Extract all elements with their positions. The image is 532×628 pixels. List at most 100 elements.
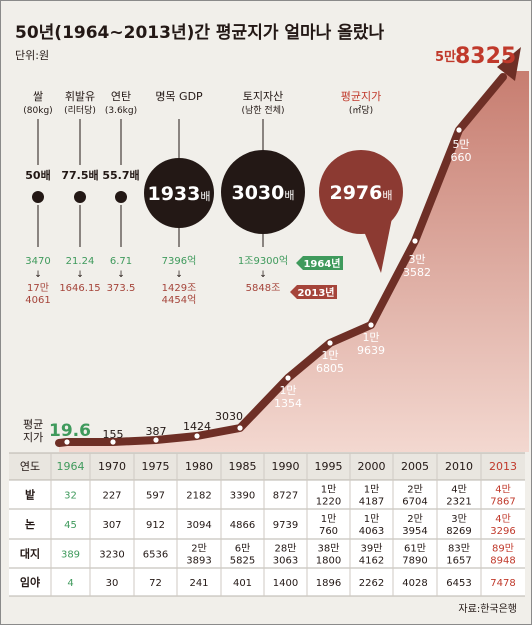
page-title: 50년(1964~2013년)간 평균지가 얼마나 올랐나 <box>15 23 385 43</box>
table-row-label: 임야 <box>20 575 40 589</box>
start-label: 지가 <box>23 431 43 444</box>
comparison-name: 명목 GDP <box>155 90 203 103</box>
table-cell: 30 <box>106 578 119 589</box>
value-1964: 3470 <box>25 256 50 267</box>
value-2013: 1429조 <box>162 283 197 294</box>
down-arrow: ↓ <box>34 270 42 280</box>
table-cell: 39만 <box>361 543 383 555</box>
value-1964: 1조9300억 <box>238 255 288 267</box>
legend-2013-label: 2013년 <box>297 286 334 299</box>
value-1964: 7396억 <box>162 255 197 267</box>
table-cell: 8727 <box>273 491 298 502</box>
data-label: 660 <box>451 151 472 164</box>
table-cell: 4866 <box>230 520 255 531</box>
data-label: 1424 <box>183 420 211 433</box>
data-point <box>237 425 243 431</box>
table-cell: 2321 <box>446 497 471 508</box>
table-cell: 2182 <box>186 491 211 502</box>
table-cell: 3296 <box>490 526 515 537</box>
table-cell: 61만 <box>404 543 426 555</box>
table-cell: 597 <box>146 491 165 502</box>
table-cell: 1만 <box>321 484 337 496</box>
table-cell: 2만 <box>407 484 423 496</box>
table-cell: 3094 <box>186 520 211 531</box>
table-cell: 4만 <box>495 513 511 525</box>
comparison-ratio: 55.7배 <box>102 168 139 182</box>
table-year: 1964 <box>57 460 85 473</box>
land-price-line <box>55 73 507 447</box>
comparison-unit: (80kg) <box>23 106 52 116</box>
table-cell: 6704 <box>402 497 427 508</box>
value-2013: 17만 <box>27 282 49 294</box>
table-cell: 4만 <box>451 484 467 496</box>
comparison-ratio: 50배 <box>25 168 50 182</box>
end-value-label: 5만 <box>435 49 456 65</box>
table-cell: 4만 <box>495 484 511 496</box>
data-point <box>327 340 333 346</box>
table-cell: 4162 <box>359 556 384 567</box>
table-year: 1970 <box>98 460 126 473</box>
table-year: 1975 <box>142 460 170 473</box>
table-cell: 89만 <box>492 543 514 555</box>
table-cell: 3063 <box>273 556 298 567</box>
table-year: 1980 <box>185 460 213 473</box>
table-cell: 8948 <box>490 556 515 567</box>
value-2013: 5848조 <box>246 283 281 294</box>
table-cell: 389 <box>61 550 80 561</box>
table-cell: 7890 <box>402 556 427 567</box>
down-arrow: ↓ <box>117 270 125 280</box>
legend-1964-label: 1964년 <box>303 257 340 270</box>
table-cell: 45 <box>64 520 77 531</box>
unit-label: 단위:원 <box>15 49 49 62</box>
table-cell: 38만 <box>318 543 340 555</box>
ratio-bubble <box>319 150 403 234</box>
table-cell: 1만 <box>364 484 380 496</box>
ratio-dot <box>74 191 86 203</box>
value-2013: 1646.15 <box>59 283 100 294</box>
ratio-bubble <box>144 158 214 228</box>
comparison-ratio: 1933배 <box>147 183 210 205</box>
table-cell: 2262 <box>359 578 384 589</box>
data-label: 3만 <box>408 253 425 266</box>
data-label: 387 <box>146 425 167 438</box>
comparison-name: 쌀 <box>33 90 43 103</box>
value-1964: 6.71 <box>110 256 132 267</box>
data-label: 3582 <box>403 266 431 279</box>
table-cell: 4187 <box>359 497 384 508</box>
table-cell: 3390 <box>230 491 255 502</box>
table-cell: 1만 <box>364 513 380 525</box>
data-label: 155 <box>103 428 124 441</box>
legend-2013: 2013년 <box>290 285 337 299</box>
down-arrow: ↓ <box>76 270 84 280</box>
table-year: 2005 <box>401 460 429 473</box>
comparison-unit: (남한 전체) <box>241 105 284 116</box>
value-2013: 4454억 <box>162 294 197 306</box>
data-point <box>456 127 462 133</box>
table-cell: 3954 <box>402 526 427 537</box>
table-cell: 241 <box>189 578 208 589</box>
down-arrow: ↓ <box>259 270 267 280</box>
value-1964: 21.24 <box>66 256 95 267</box>
table-year: 1990 <box>272 460 300 473</box>
table-cell: 1657 <box>446 556 471 567</box>
comparison-unit: (3.6kg) <box>105 106 137 116</box>
table-row-label: 대지 <box>20 547 40 561</box>
table-year: 1985 <box>229 460 257 473</box>
table-cell: 8269 <box>446 526 471 537</box>
data-label: 9639 <box>357 344 385 357</box>
table-cell: 3893 <box>186 556 211 567</box>
comparison-name: 연탄 <box>111 90 131 103</box>
data-point <box>285 375 291 381</box>
comparison-name: 휘발유 <box>65 90 95 103</box>
data-point <box>153 437 159 443</box>
table-cell: 3230 <box>99 550 124 561</box>
comparison-unit: (리터당) <box>64 105 96 116</box>
trend-arrow-head <box>497 47 521 81</box>
table-cell: 1800 <box>316 556 341 567</box>
table-year: 2000 <box>358 460 386 473</box>
comparison-name: 평균지가 <box>341 90 381 103</box>
data-label: 1만 <box>321 349 338 362</box>
data-label: 1354 <box>274 397 302 410</box>
